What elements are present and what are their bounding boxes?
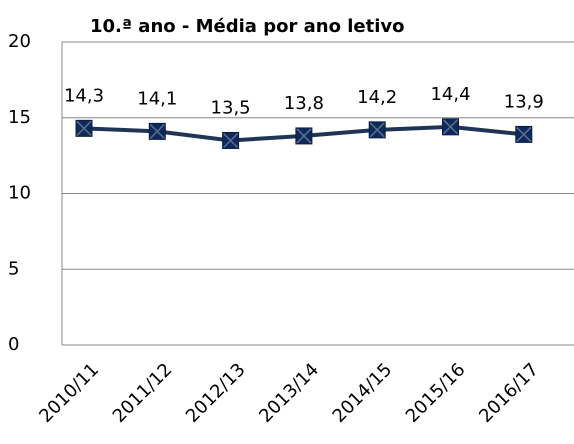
chart-title: 10.ª ano - Média por ano letivo <box>90 16 404 37</box>
x-tick-label: 2012/13 <box>182 359 250 427</box>
data-label: 14,3 <box>64 85 104 106</box>
y-tick-label: 20 <box>8 31 31 52</box>
data-point <box>222 131 240 149</box>
data-label: 14,2 <box>357 87 397 108</box>
data-point <box>148 122 166 140</box>
x-tick-label: 2015/16 <box>402 359 470 427</box>
data-label: 13,9 <box>504 91 544 112</box>
data-point <box>295 127 313 145</box>
data-point <box>368 121 386 139</box>
data-point <box>515 125 533 143</box>
x-tick-label: 2014/15 <box>329 359 397 427</box>
y-tick-label: 15 <box>8 107 31 128</box>
x-tick-label: 2016/17 <box>475 359 543 427</box>
data-label: 14,4 <box>430 84 470 105</box>
x-tick-label: 2011/12 <box>109 359 177 427</box>
data-label: 13,8 <box>284 93 324 114</box>
data-label: 13,5 <box>211 97 251 118</box>
y-tick-label: 0 <box>8 334 19 355</box>
y-tick-label: 10 <box>8 183 31 204</box>
y-tick-label: 5 <box>8 258 19 279</box>
data-point <box>75 119 93 137</box>
x-tick-label: 2013/14 <box>255 359 323 427</box>
data-point <box>442 118 459 136</box>
data-label: 14,1 <box>137 88 177 109</box>
x-tick-label: 2010/11 <box>35 359 103 427</box>
